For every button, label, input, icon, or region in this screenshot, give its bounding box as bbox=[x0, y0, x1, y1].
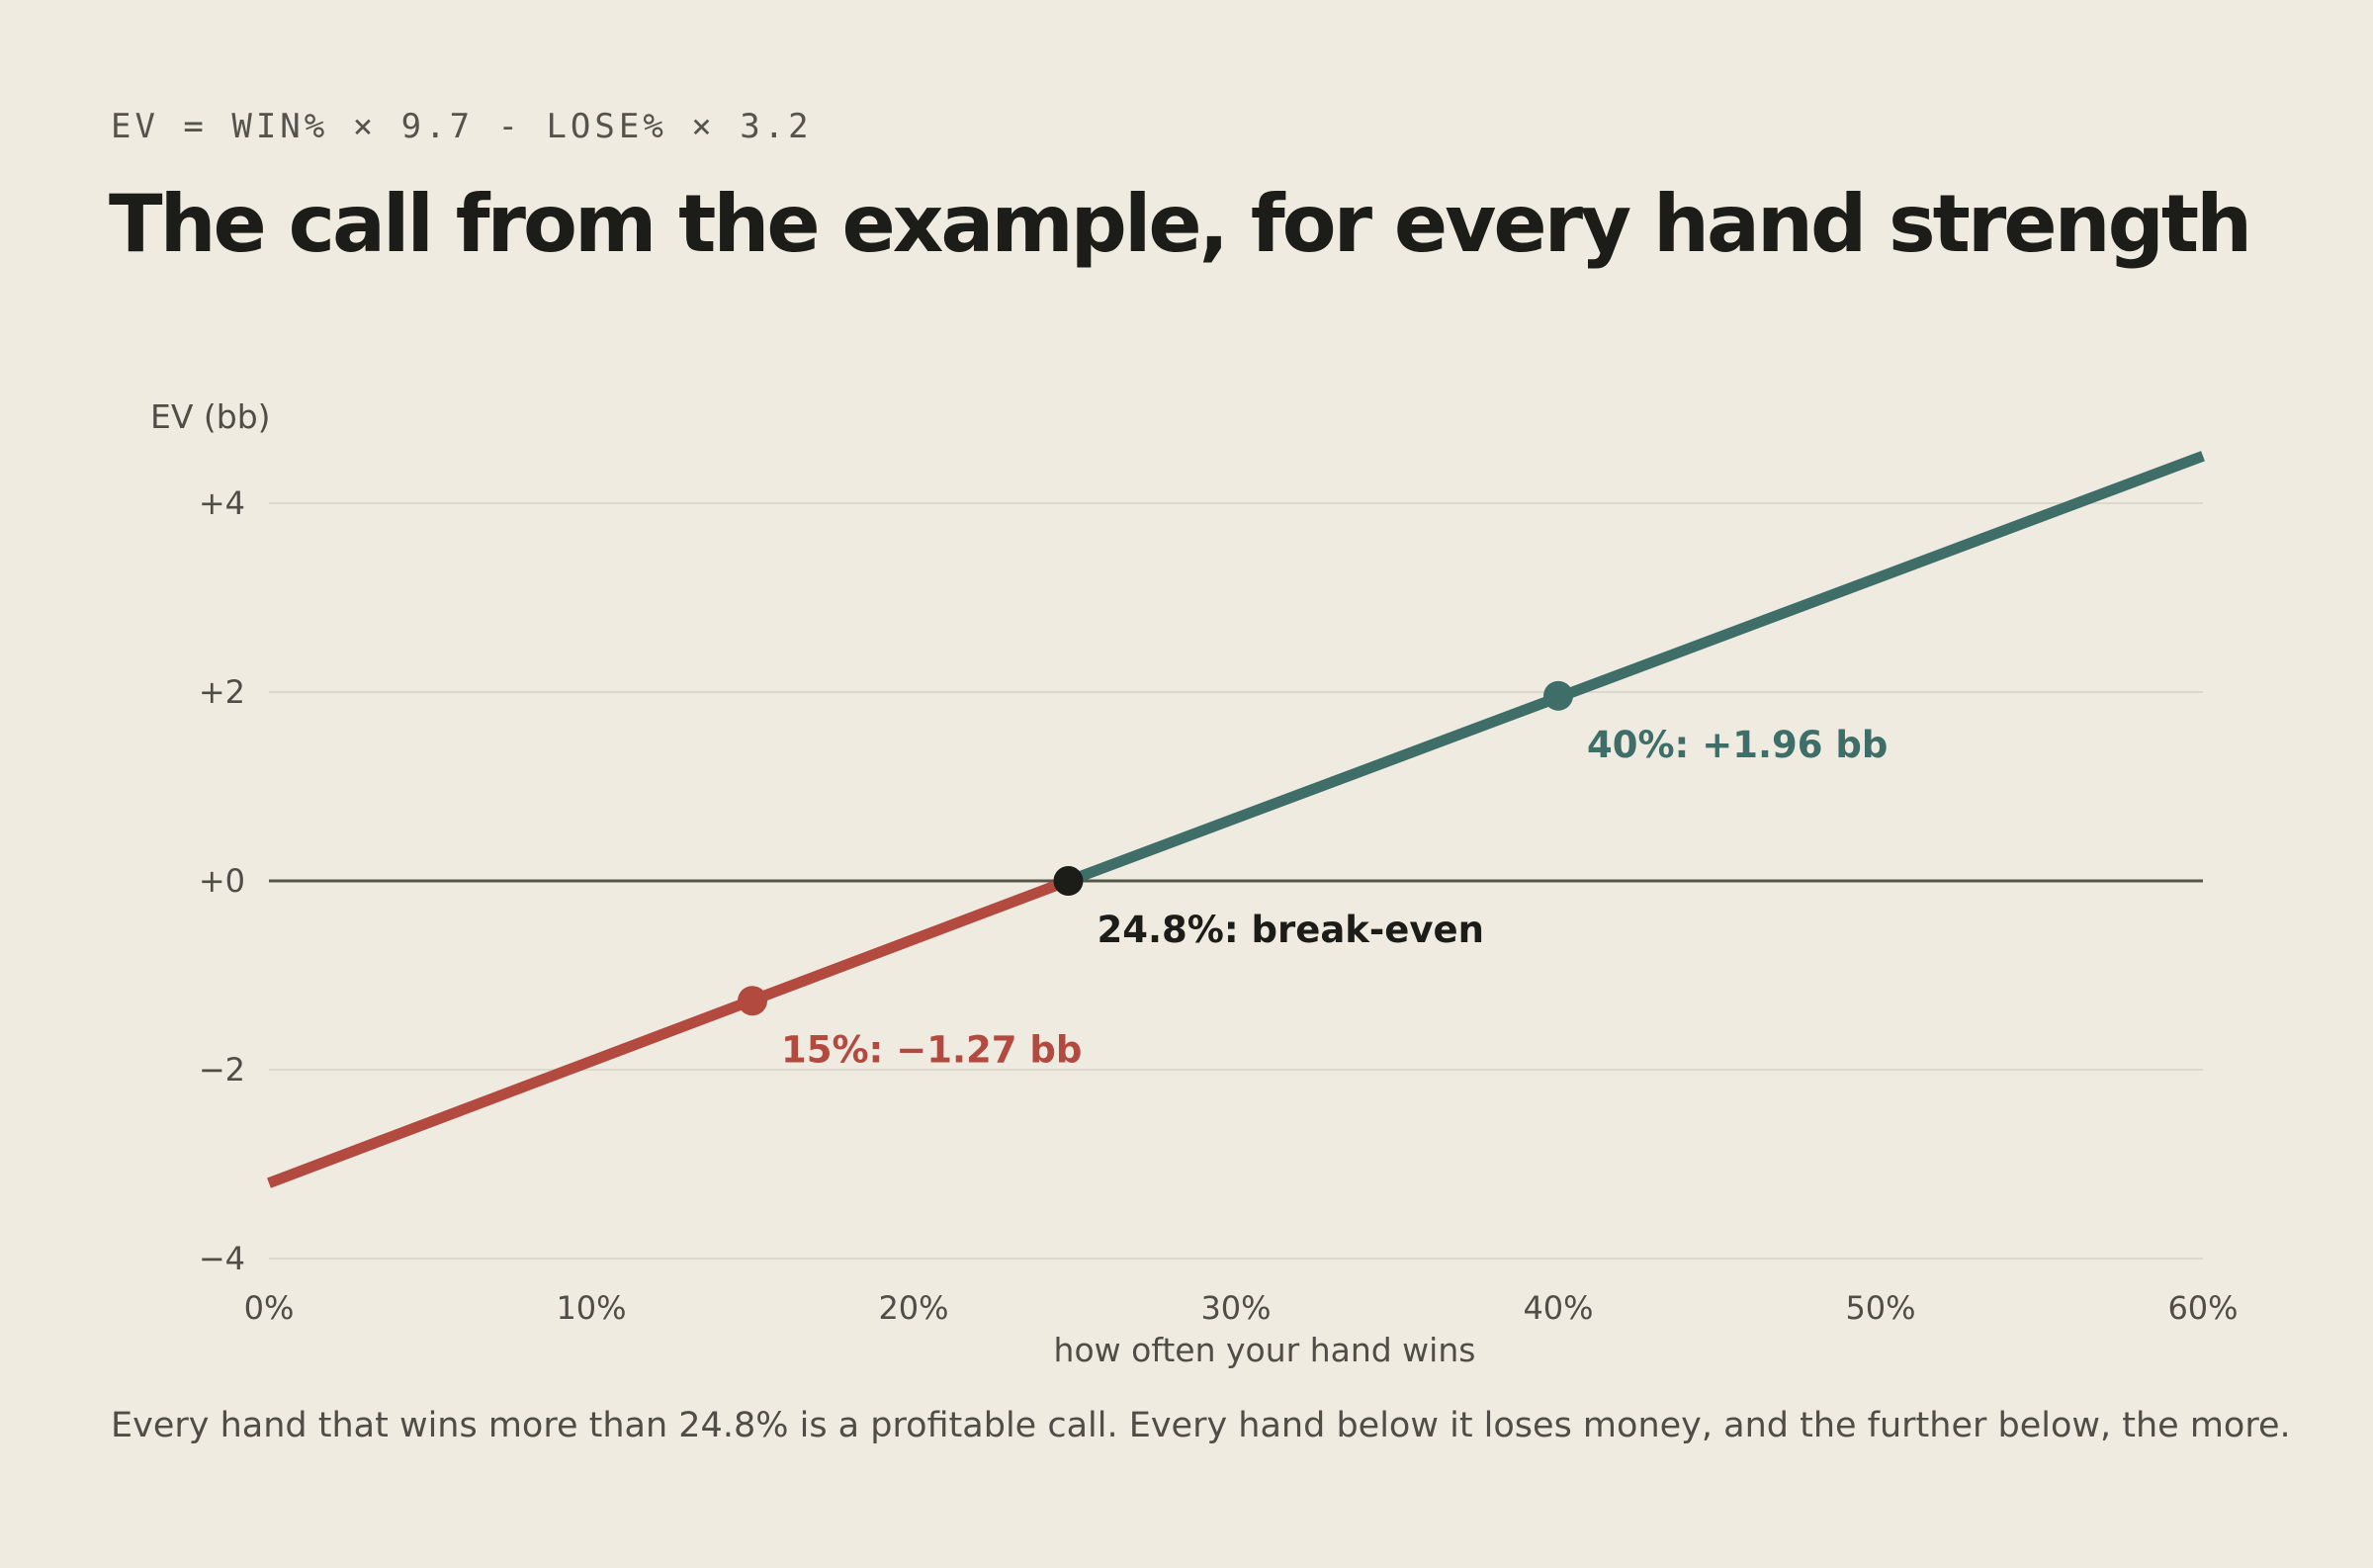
point-annotation: 40%: +1.96 bb bbox=[1587, 724, 1888, 766]
data-point bbox=[1053, 866, 1084, 896]
point-annotations: 15%: −1.27 bb 24.8%: break-even 40%: +1.96… bbox=[781, 724, 1888, 1071]
point-annotation: 15%: −1.27 bb bbox=[781, 1028, 1082, 1071]
series-lines bbox=[267, 451, 2205, 1188]
formula-subtitle: EV = WIN% × 9.7 - LOSE% × 3.2 bbox=[111, 107, 813, 146]
x-tick-label: 50% bbox=[1845, 1289, 1915, 1327]
x-tick-label: 0% bbox=[244, 1289, 295, 1327]
x-tick-labels: 0% 10% 20% 30% 40% 50% 60% bbox=[244, 1289, 2239, 1327]
series-line-profit bbox=[1066, 451, 2205, 887]
y-tick-label: +0 bbox=[199, 862, 245, 900]
x-tick-label: 40% bbox=[1523, 1289, 1593, 1327]
chart-title: The call from the example, for every han… bbox=[109, 178, 2252, 270]
y-tick-label: +4 bbox=[199, 484, 245, 522]
data-point bbox=[1543, 680, 1573, 711]
y-tick-label: −4 bbox=[199, 1240, 245, 1277]
x-tick-label: 10% bbox=[556, 1289, 626, 1327]
y-tick-label: +2 bbox=[199, 673, 245, 711]
grid-lines bbox=[269, 502, 2203, 1260]
x-tick-label: 30% bbox=[1200, 1289, 1271, 1327]
data-points bbox=[738, 680, 1573, 1016]
y-tick-labels: +4 +2 +0 −2 −4 bbox=[199, 484, 245, 1277]
x-tick-label: 20% bbox=[878, 1289, 948, 1327]
point-annotation: 24.8%: break-even bbox=[1097, 909, 1483, 951]
x-tick-label: 60% bbox=[2167, 1289, 2238, 1327]
data-point bbox=[738, 986, 767, 1016]
x-axis-label: how often your hand wins bbox=[1054, 1331, 1476, 1369]
y-axis-label: EV (bb) bbox=[150, 397, 271, 436]
series-line-loss bbox=[267, 875, 1071, 1188]
caption-text: Every hand that wins more than 24.8% is … bbox=[111, 1406, 2291, 1445]
y-tick-label: −2 bbox=[199, 1051, 245, 1089]
